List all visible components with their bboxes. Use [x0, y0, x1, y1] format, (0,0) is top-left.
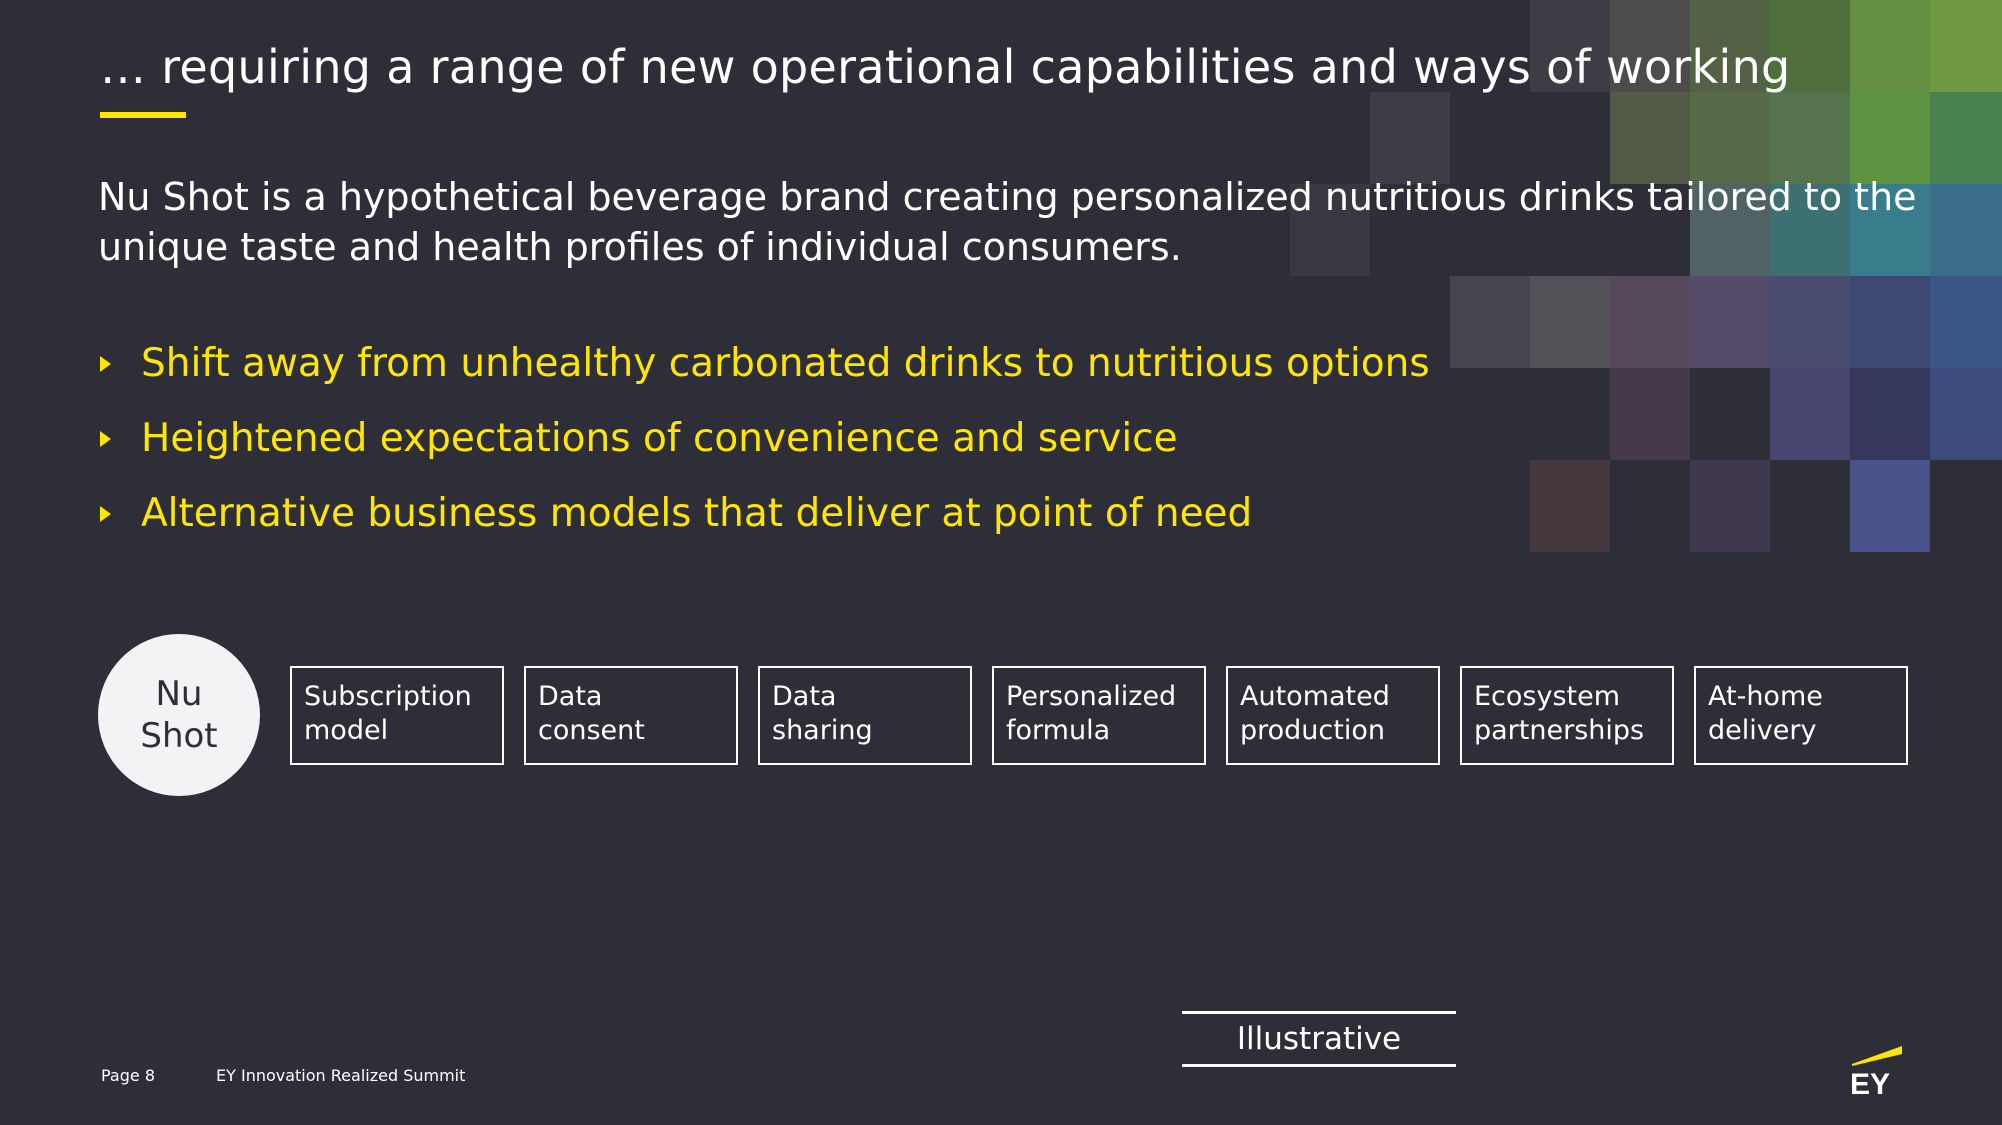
- capability-line-2: consent: [538, 715, 645, 746]
- illustrative-label: Illustrative: [1182, 1011, 1456, 1067]
- capability-automated-production: Automated production: [1226, 666, 1440, 765]
- capability-line-2: sharing: [772, 715, 873, 746]
- footer-event-name: EY Innovation Realized Summit: [216, 1066, 466, 1085]
- title-underline: [100, 112, 186, 118]
- capability-line-1: Data: [538, 681, 603, 712]
- bullet-item: Alternative business models that deliver…: [98, 476, 1430, 551]
- capability-row: Subscription model Data consent Data sha…: [290, 666, 1908, 765]
- capability-line-2: delivery: [1708, 715, 1817, 746]
- slide-title: … requiring a range of new operational c…: [100, 40, 1791, 94]
- bullet-text: Shift away from unhealthy carbonated dri…: [141, 341, 1430, 386]
- capability-line-2: production: [1240, 715, 1385, 746]
- nu-shot-circle: Nu Shot: [98, 634, 260, 796]
- bullet-text: Alternative business models that deliver…: [141, 491, 1253, 536]
- capability-line-1: Automated: [1240, 681, 1390, 712]
- decorative-mosaic: [1290, 0, 2002, 560]
- ey-logo-text: EY: [1850, 1068, 1890, 1098]
- triangle-bullet-icon: [100, 505, 111, 522]
- capability-line-1: Data: [772, 681, 837, 712]
- capability-line-1: Ecosystem: [1474, 681, 1621, 712]
- capability-line-1: Subscription: [304, 681, 472, 712]
- capability-personalized-formula: Personalized formula: [992, 666, 1206, 765]
- intro-text: Nu Shot is a hypothetical beverage brand…: [98, 175, 1917, 269]
- triangle-bullet-icon: [100, 430, 111, 447]
- capability-at-home-delivery: At-home delivery: [1694, 666, 1908, 765]
- capability-line-1: Personalized: [1006, 681, 1177, 712]
- ey-logo-icon: EY: [1850, 1046, 1902, 1098]
- capability-line-2: model: [304, 715, 389, 746]
- bullet-text: Heightened expectations of convenience a…: [141, 416, 1178, 461]
- capability-subscription-model: Subscription model: [290, 666, 504, 765]
- bullet-item: Shift away from unhealthy carbonated dri…: [98, 326, 1430, 401]
- capability-line-1: At-home: [1708, 681, 1823, 712]
- capability-line-2: partnerships: [1474, 715, 1645, 746]
- capability-line-2: formula: [1006, 715, 1111, 746]
- bullet-list: Shift away from unhealthy carbonated dri…: [98, 326, 1430, 551]
- circle-line-2: Shot: [140, 716, 218, 756]
- capability-ecosystem-partnerships: Ecosystem partnerships: [1460, 666, 1674, 765]
- circle-line-1: Nu: [155, 674, 203, 714]
- triangle-bullet-icon: [100, 355, 111, 372]
- bullet-item: Heightened expectations of convenience a…: [98, 401, 1430, 476]
- capability-data-consent: Data consent: [524, 666, 738, 765]
- page-number: Page 8: [101, 1066, 155, 1085]
- capability-data-sharing: Data sharing: [758, 666, 972, 765]
